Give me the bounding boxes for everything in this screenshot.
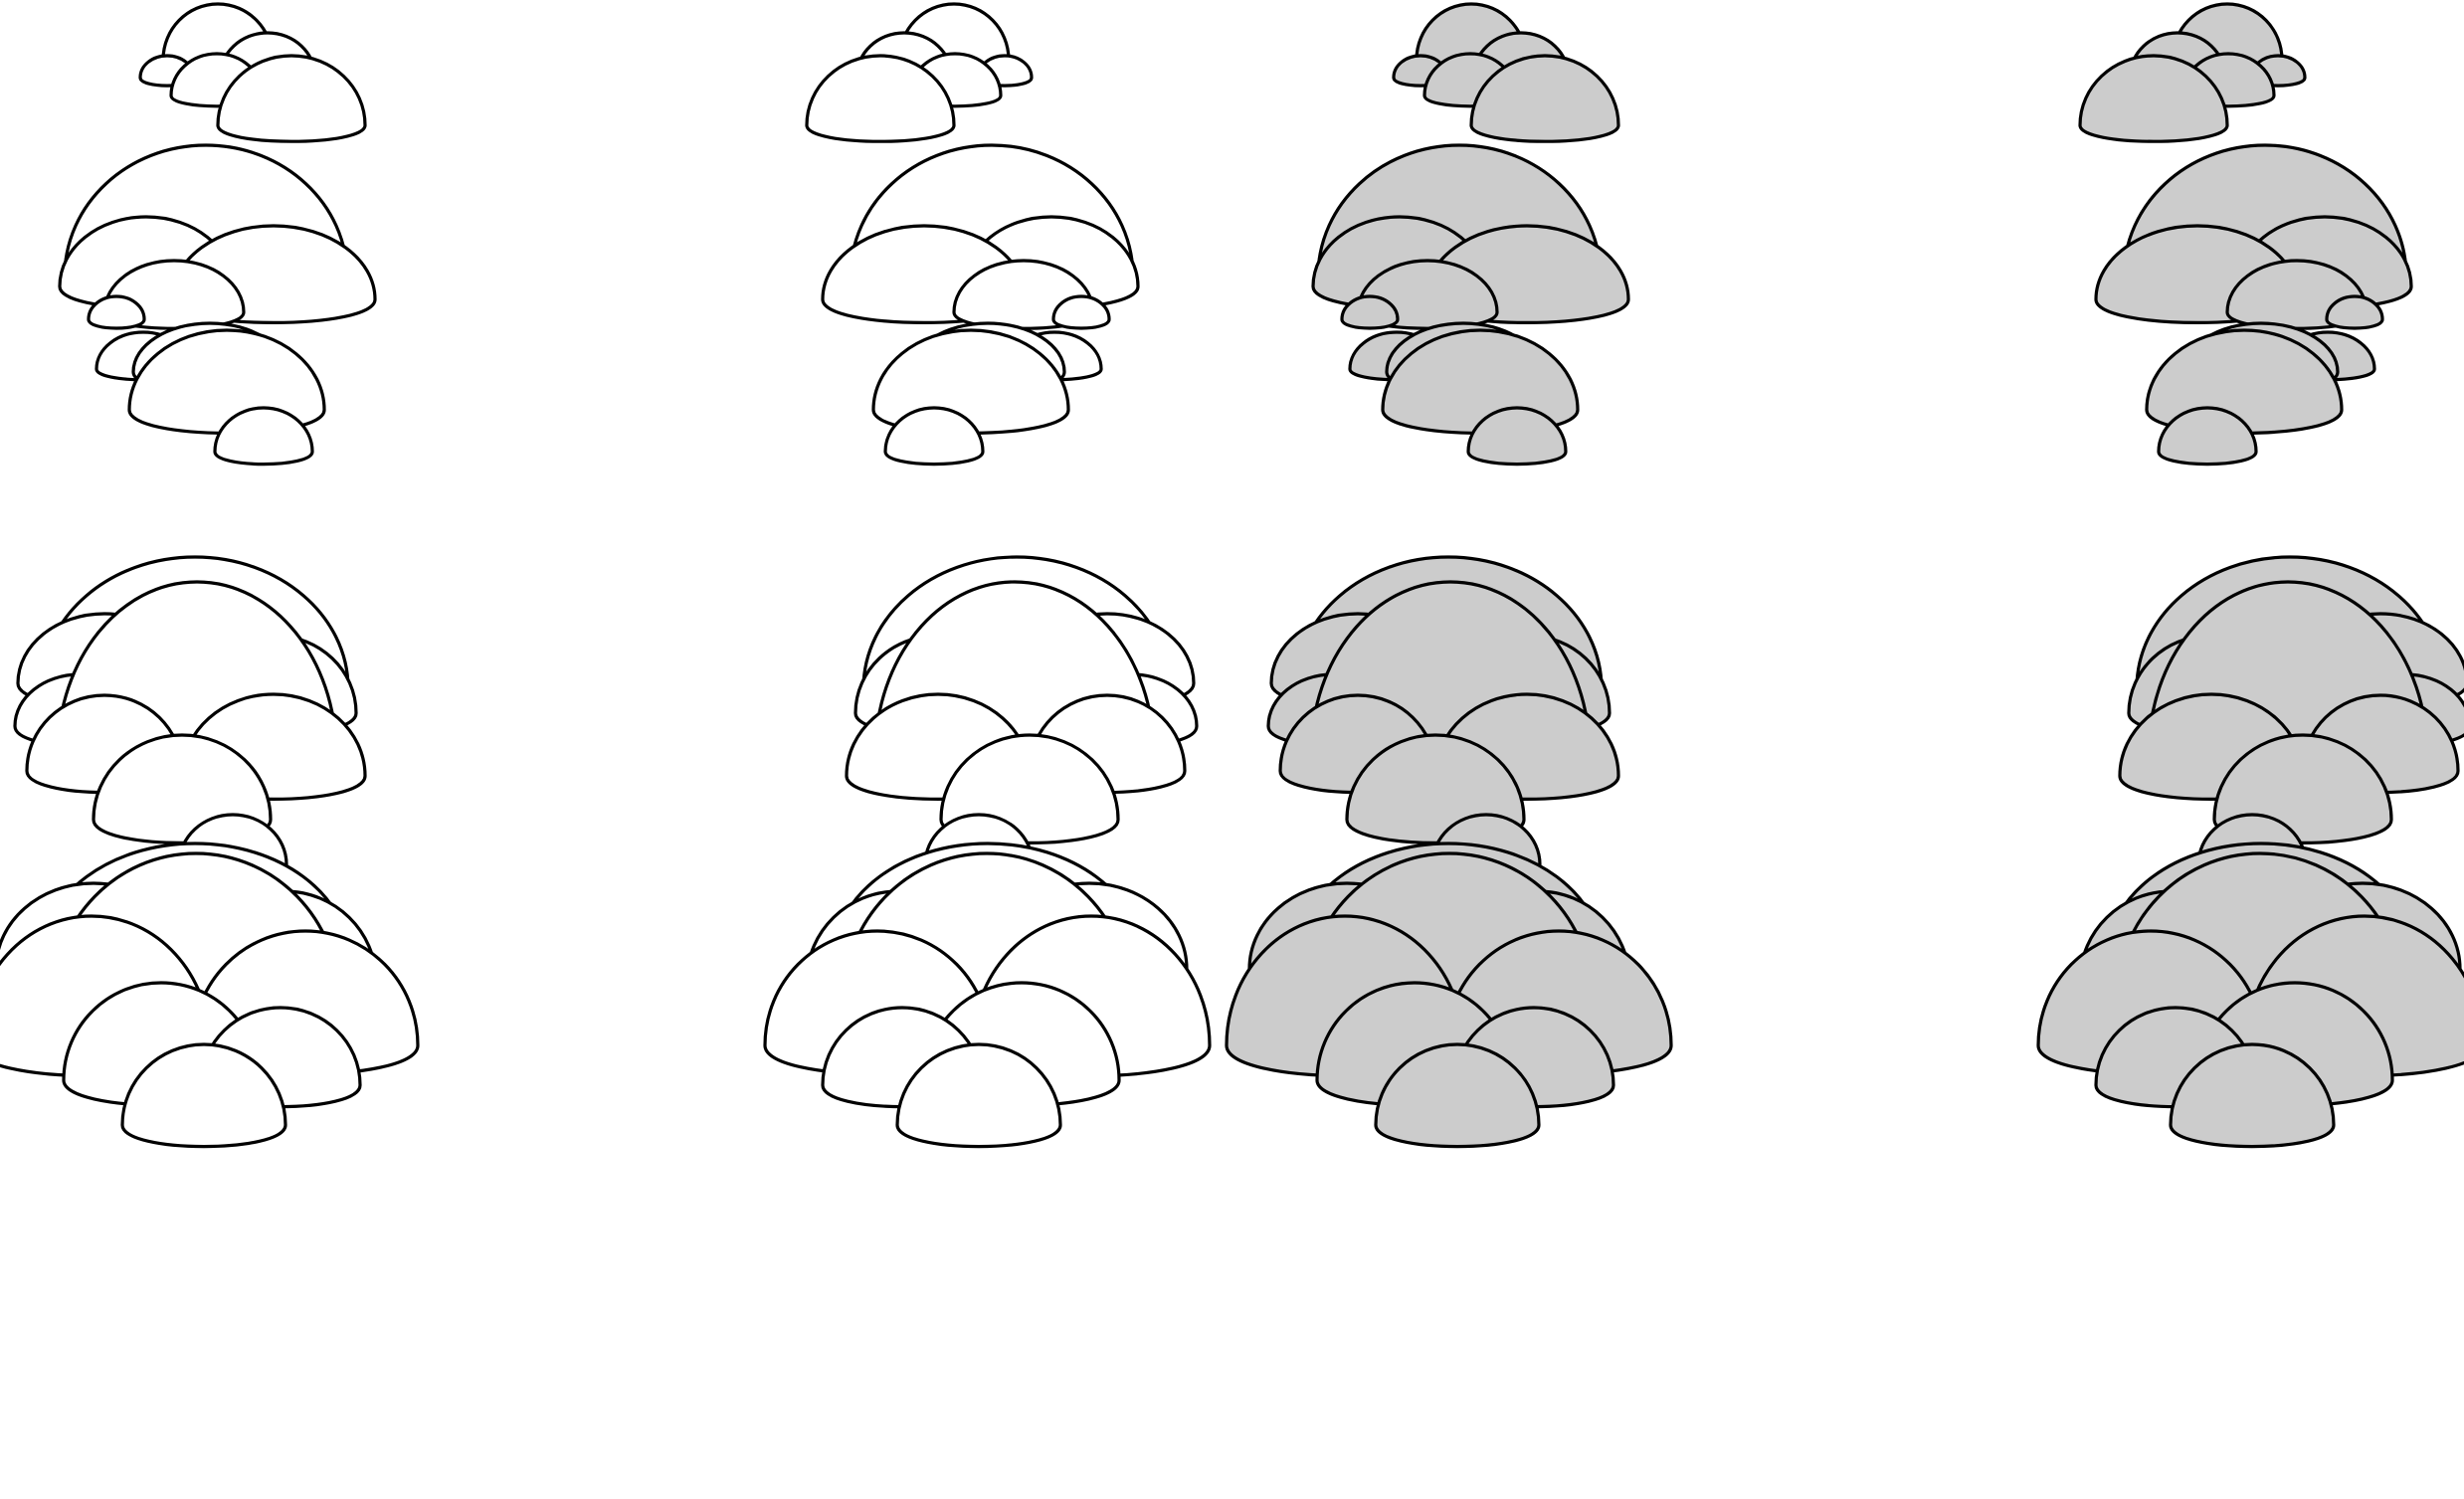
cloud-puff [871,328,1070,435]
cloud-puff [883,406,985,467]
cloud-puff [2169,1042,2336,1149]
cloud-small-grey-mirrored [2078,2,2307,143]
cloud-medium-white [58,143,377,467]
cloud-xlarge-grey [1225,842,1673,1149]
cloud-puff [1469,54,1620,143]
cloud-puff [87,294,146,330]
cloud-large-white-mirrored [845,555,1199,880]
cloud-xlarge-white-mirrored [763,842,1212,1149]
cloud-puff [2325,294,2384,330]
cloud-puff [1340,294,1400,330]
cloud-puff [1381,328,1580,435]
cloud-medium-grey [1311,143,1630,467]
cloud-medium-white-mirrored [821,143,1140,467]
cloud-medium-grey-mirrored [2094,143,2413,467]
cloud-puff [2145,328,2344,435]
cloud-small-white-mirrored [805,2,1034,143]
cloud-puff [127,328,326,435]
cloud-large-grey-mirrored [2118,555,2464,880]
cloud-puff [2078,54,2229,143]
cloud-puff [120,1042,287,1149]
cloud-puff [1051,294,1111,330]
cloud-puff [1374,1042,1541,1149]
cloud-large-grey [1266,555,1620,880]
cloud-puff [895,1042,1062,1149]
cloud-puff [2157,406,2258,467]
cloud-small-grey [1392,2,1620,143]
cloud-xlarge-white [0,842,420,1149]
cloud-puff [213,406,314,467]
cloud-puff [805,54,956,143]
cloud-puff [1466,406,1568,467]
cloud-grid [0,2,2464,1149]
cloud-xlarge-grey-mirrored [2036,842,2464,1149]
cloud-small-white [138,2,367,143]
cloud-puff [216,54,367,143]
